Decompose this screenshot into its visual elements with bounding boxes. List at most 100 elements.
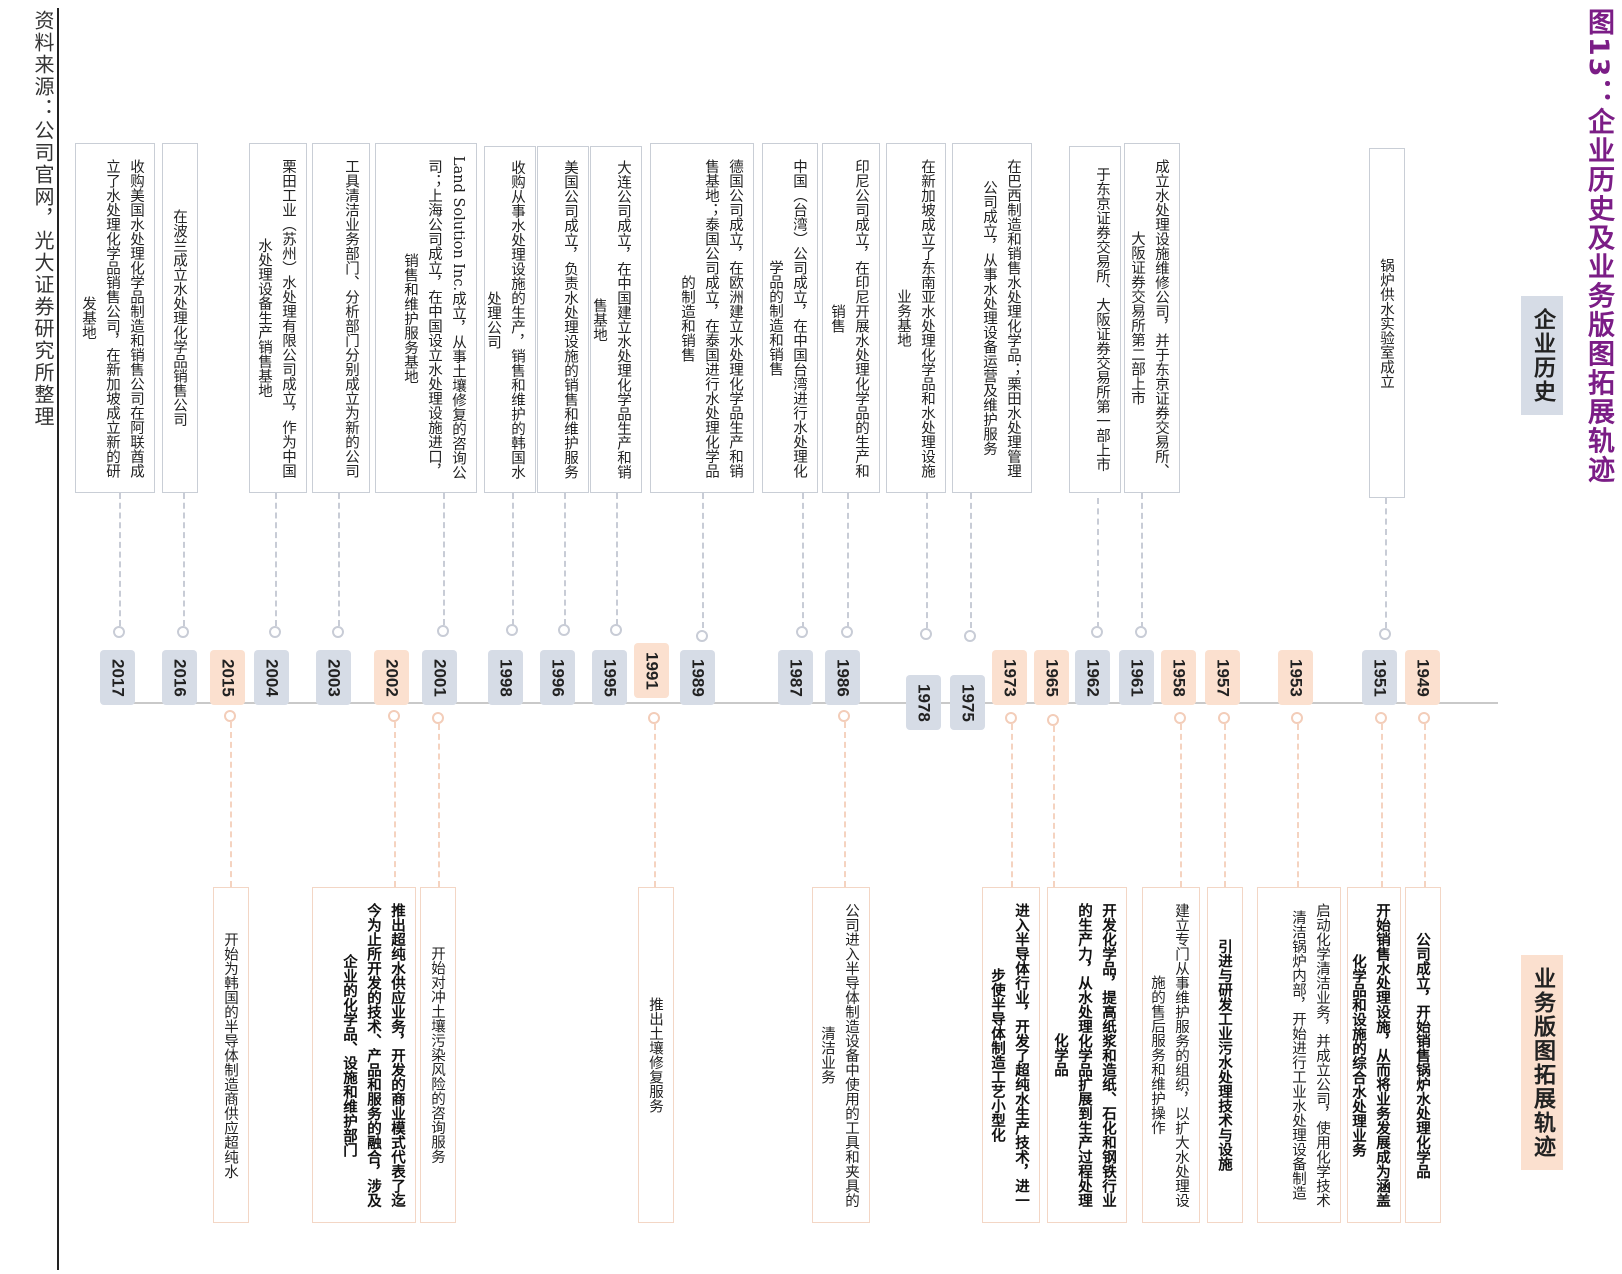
year-badge-1998: 1998 — [488, 650, 523, 705]
business-card-1973: 进入半导体行业，开发了超纯水生产技术，进一步使半导体制造工艺小型化 — [982, 887, 1040, 1223]
year-badge-1958: 1958 — [1161, 650, 1196, 705]
history-section-label: 企业历史 — [1521, 296, 1563, 415]
history-node — [841, 626, 853, 638]
business-connector — [1053, 726, 1055, 887]
year-badge-2017: 2017 — [100, 650, 135, 705]
business-connector — [1180, 724, 1182, 887]
history-node — [1091, 626, 1103, 638]
business-node — [1375, 712, 1387, 724]
history-connector — [847, 493, 849, 628]
year-badge-1975: 1975 — [950, 675, 985, 730]
history-connector — [564, 493, 566, 625]
business-node — [1005, 712, 1017, 724]
year-badge-1986: 1986 — [825, 650, 860, 705]
history-card-2004: 栗田工业（苏州）水处理有限公司成立，作为中国水处理设备生产销售基地 — [249, 143, 307, 493]
year-badge-2004: 2004 — [254, 650, 289, 705]
business-node — [1174, 712, 1186, 724]
business-connector — [654, 724, 656, 887]
history-node — [177, 626, 189, 638]
history-card-1951: 锅炉供水实验室成立 — [1369, 148, 1405, 498]
year-badge-2001: 2001 — [422, 650, 457, 705]
business-card-1991: 推出土壤修复服务 — [638, 887, 674, 1223]
history-node — [269, 626, 281, 638]
business-connector — [1424, 724, 1426, 887]
history-card-2001: Land Solution Inc.成立，从事土壤修复的咨询公司；上海公司成立，… — [375, 143, 477, 493]
business-connector — [1381, 724, 1383, 887]
history-connector — [275, 493, 277, 626]
history-connector — [512, 493, 514, 625]
history-node — [332, 626, 344, 638]
year-badge-2003: 2003 — [316, 650, 351, 705]
left-rule — [57, 8, 59, 1270]
business-connector — [1297, 724, 1299, 887]
history-card-1987: 中国（台湾）公司成立，在中国台湾进行水处理化学品的制造和销售 — [762, 143, 818, 493]
business-card-2001: 开始对冲土壤污染风险的咨询服务 — [420, 887, 456, 1223]
business-card-2002: 推出超纯水供应业务，开发的商业模式代表了迄今为止所开发的技术、产品和服务的融合，… — [312, 887, 416, 1223]
business-connector — [438, 724, 440, 887]
business-card-1951: 开始销售水处理设施，从而将业务发展成为涵盖化学品和设施的综合水处理业务 — [1347, 887, 1401, 1223]
history-node — [113, 626, 125, 638]
history-connector — [119, 493, 121, 626]
business-card-1949: 公司成立，开始销售锅炉水处理化学品 — [1405, 887, 1441, 1223]
year-badge-1989: 1989 — [680, 650, 715, 705]
business-connector — [1224, 724, 1226, 887]
history-card-1998: 收购从事水处理设施的生产，销售和维护的韩国水处理公司 — [484, 146, 536, 493]
history-connector — [338, 493, 340, 626]
business-card-1958: 建立专门从事维护服务的组织，以扩大水处理设施的售后服务和维护操作 — [1142, 887, 1200, 1223]
year-badge-1957: 1957 — [1205, 650, 1240, 705]
history-card-1975: 在巴西制造和销售水处理化学品；栗田水处理管理公司成立，从事水处理设备运营及维护服… — [952, 143, 1032, 493]
history-node — [696, 630, 708, 642]
business-card-2015: 开始为韩国的半导体制造商供应超纯水 — [213, 887, 249, 1223]
year-badge-1995: 1995 — [592, 650, 627, 705]
business-node — [1291, 712, 1303, 724]
year-badge-1991: 1991 — [634, 643, 669, 698]
year-badge-1996: 1996 — [540, 650, 575, 705]
year-badge-1962: 1962 — [1075, 650, 1110, 705]
history-card-1995: 大连公司成立，在中国建立水处理化学品生产和销售基地 — [590, 146, 642, 493]
history-connector — [802, 493, 804, 628]
history-node — [920, 628, 932, 640]
history-connector — [702, 493, 704, 628]
business-node — [224, 710, 236, 722]
history-card-1962: 于东京证券交易所、大阪证券交易所第一部上市 — [1069, 146, 1121, 493]
history-node — [610, 624, 622, 636]
history-connector — [616, 493, 618, 625]
history-node — [437, 625, 449, 637]
history-connector — [1141, 493, 1143, 628]
business-card-1965: 开发化学品，提高纸浆和造纸、石化和钢铁行业的生产力，从水处理化学品扩展到生产过程… — [1047, 887, 1127, 1223]
history-connector — [1385, 498, 1387, 628]
business-node — [1418, 712, 1430, 724]
history-card-1996: 美国公司成立，负责水处理设施的销售和维护服务 — [537, 146, 589, 493]
history-node — [1379, 628, 1391, 640]
source-note: 资料来源：公司官网，光大证券研究所整理 — [31, 10, 55, 428]
business-connector — [844, 722, 846, 887]
history-connector — [1097, 498, 1099, 628]
business-node — [1218, 712, 1230, 724]
business-card-1986: 公司进入半导体制造设备中使用的工具和夹具的清洁业务 — [812, 887, 870, 1223]
business-connector — [394, 722, 396, 887]
year-badge-1961: 1961 — [1119, 650, 1154, 705]
history-connector — [926, 493, 928, 628]
history-card-2003: 工具清洁业务部门、分析部门分别成立为新的公司 — [312, 143, 370, 493]
history-card-2017: 收购美国水处理化学品制造和销售公司在阿联酋成立了水处理化学品销售公司，在新加坡成… — [75, 143, 155, 493]
year-badge-1973: 1973 — [992, 650, 1027, 705]
history-node — [558, 624, 570, 636]
year-badge-2016: 2016 — [162, 650, 197, 705]
business-card-1953: 启动化学清洁业务，并成立公司，使用化学技术清洁锅炉内部，开始进行工业水处理设备制… — [1257, 887, 1341, 1223]
year-badge-2015: 2015 — [210, 650, 245, 705]
business-card-1957: 引进与研发工业污水处理技术与设施 — [1207, 887, 1243, 1223]
history-node — [1135, 626, 1147, 638]
business-connector — [1011, 724, 1013, 887]
business-node — [838, 710, 850, 722]
history-node — [796, 626, 808, 638]
year-badge-1949: 1949 — [1405, 650, 1440, 705]
history-card-1978: 在新加坡成立了东南亚水处理化学品和水处理设施业务基地 — [886, 143, 946, 493]
year-badge-1951: 1951 — [1362, 650, 1397, 705]
business-node — [388, 710, 400, 722]
figure-title: 图13：企业历史及业务版图拓展轨迹 — [1583, 8, 1614, 485]
business-node — [432, 712, 444, 724]
year-badge-2002: 2002 — [374, 650, 409, 705]
history-card-2016: 在波兰成立水处理化学品销售公司 — [162, 143, 198, 493]
year-badge-1987: 1987 — [778, 650, 813, 705]
